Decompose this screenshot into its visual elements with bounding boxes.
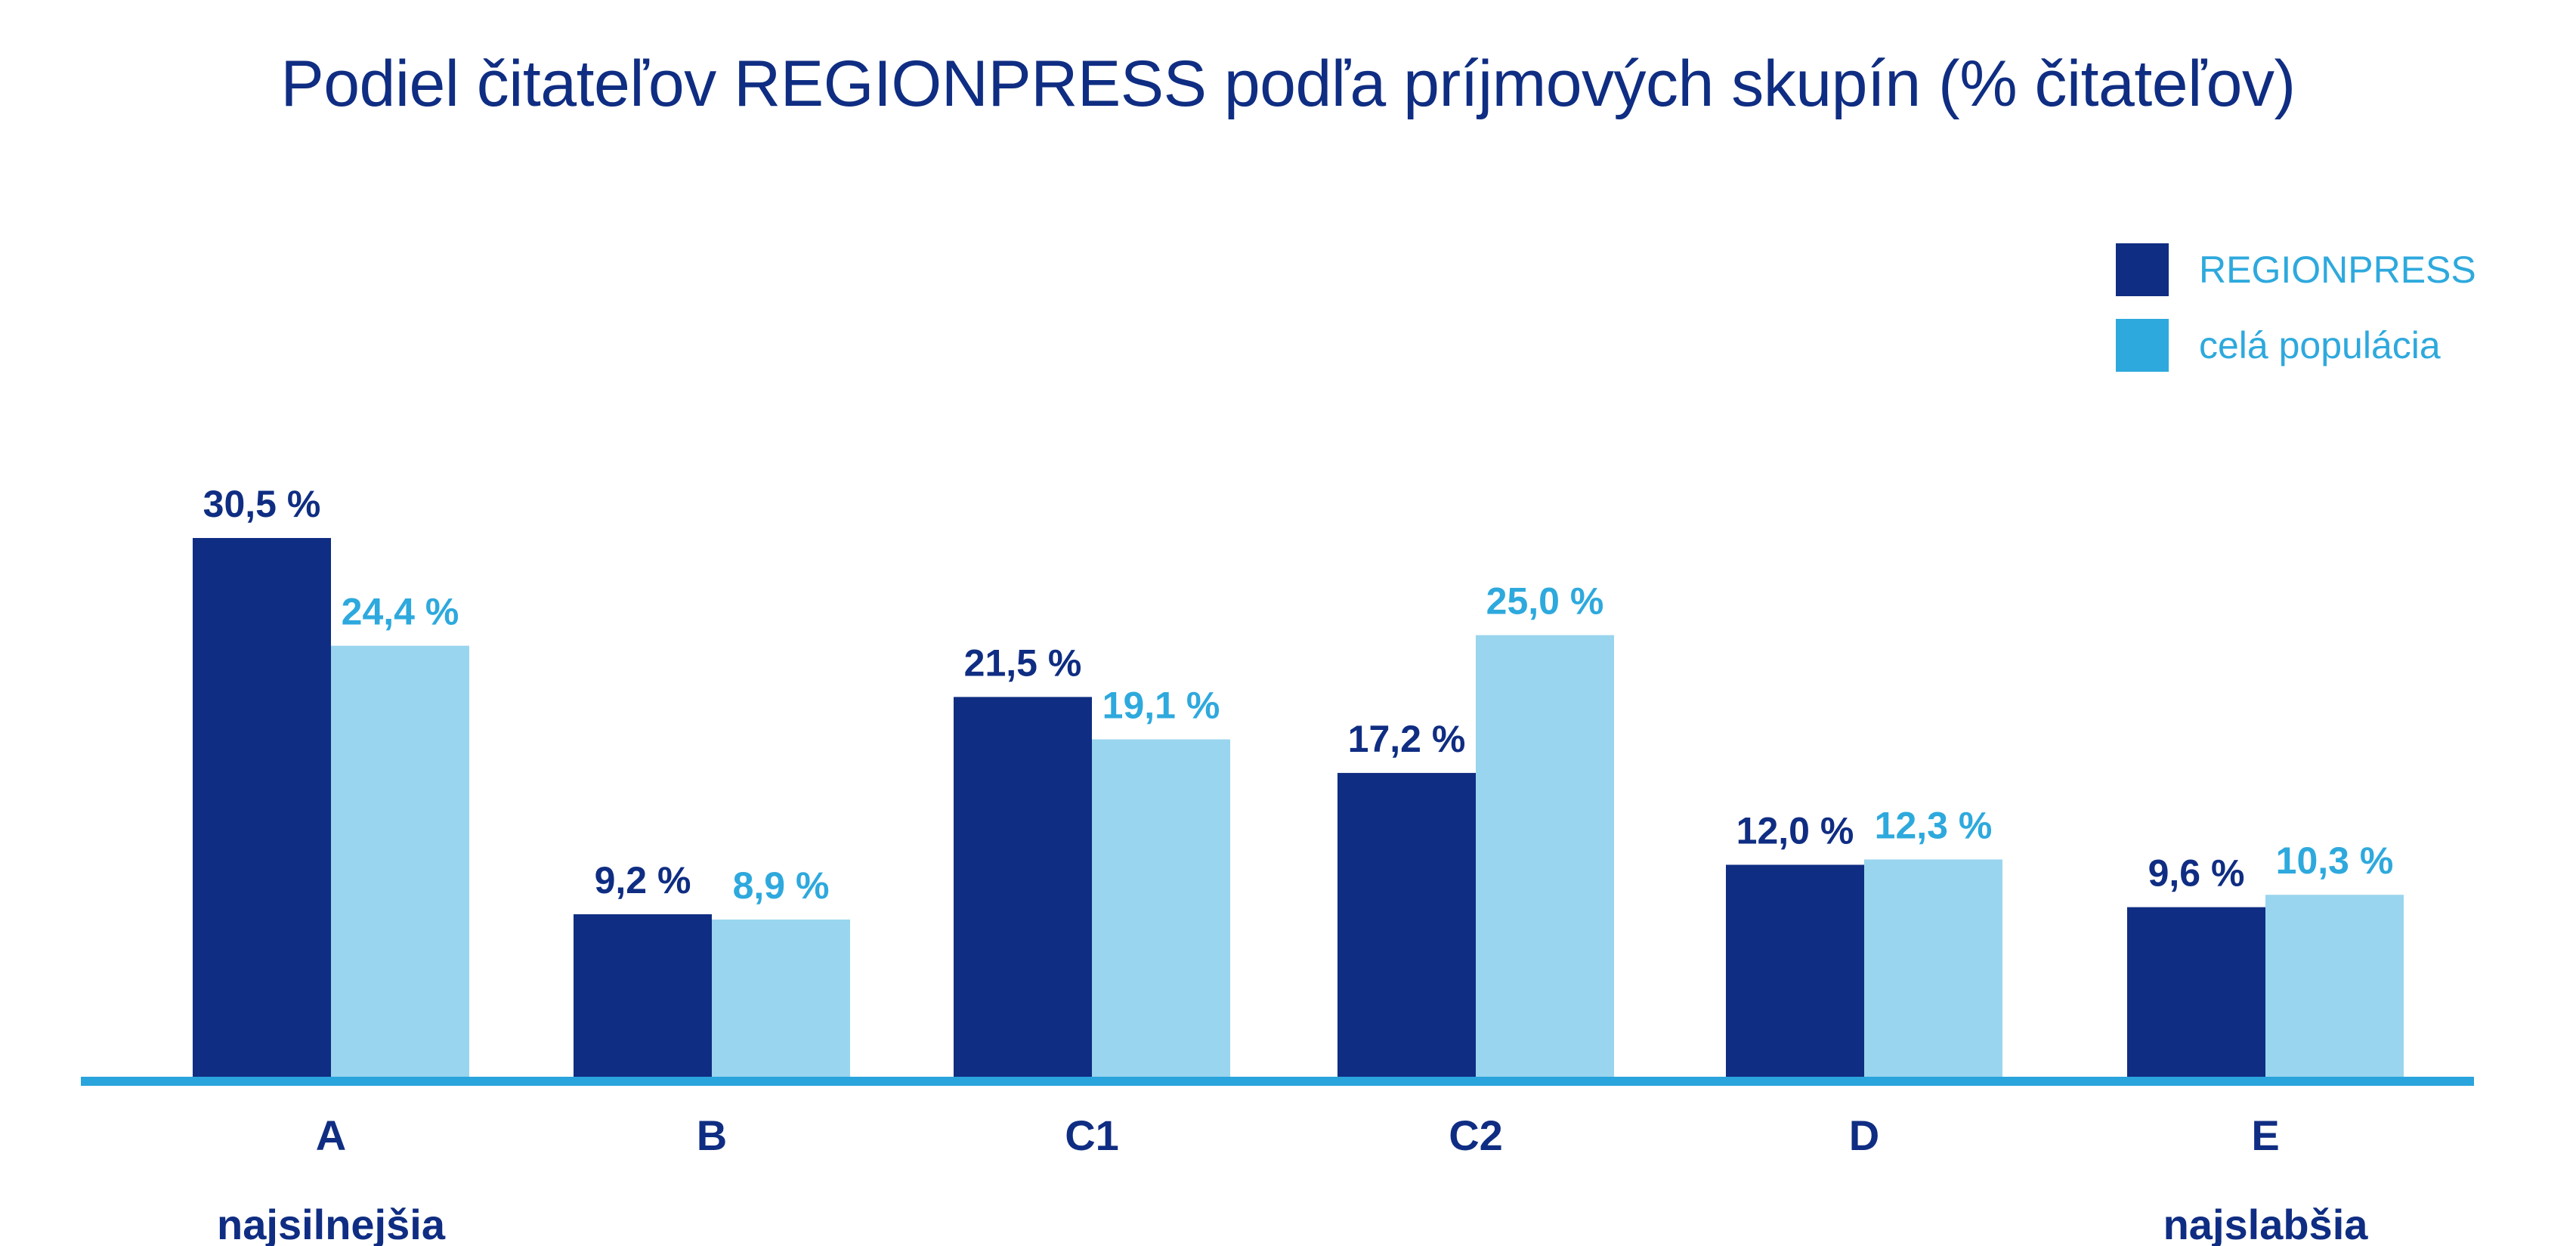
data-label-cela-populacia-d: 12,3 % bbox=[1875, 804, 1993, 846]
data-label-cela-populacia-c1: 19,1 % bbox=[1102, 684, 1220, 726]
bar-cela-populacia-c1 bbox=[1092, 739, 1230, 1077]
data-label-cela-populacia-b: 8,9 % bbox=[733, 864, 830, 907]
bar-regionpress-b bbox=[574, 914, 712, 1077]
bar-regionpress-d bbox=[1726, 864, 1864, 1077]
bar-regionpress-c1 bbox=[954, 697, 1092, 1077]
chart-title: Podiel čitateľov REGIONPRESS podľa príjm… bbox=[280, 48, 2296, 120]
category-note-e: najslabšia bbox=[2163, 1201, 2369, 1246]
category-note-a: najsilnejšia bbox=[217, 1201, 446, 1246]
legend-item-cela-populacia: celá populácia bbox=[2116, 319, 2476, 372]
x-tick-label-c1: C1 bbox=[1065, 1112, 1119, 1159]
legend: REGIONPRESS celá populácia bbox=[2116, 243, 2476, 394]
bar-regionpress-c2 bbox=[1337, 772, 1476, 1077]
x-tick-label-a: A bbox=[316, 1112, 346, 1159]
data-label-cela-populacia-e: 10,3 % bbox=[2276, 839, 2394, 882]
bar-cela-populacia-a bbox=[331, 645, 469, 1077]
bar-cela-populacia-d bbox=[1864, 859, 2002, 1077]
bar-cela-populacia-b bbox=[712, 919, 850, 1077]
legend-label-cela-populacia: celá populácia bbox=[2199, 324, 2441, 366]
bar-cela-populacia-e bbox=[2265, 895, 2404, 1077]
x-tick-label-c2: C2 bbox=[1449, 1112, 1503, 1159]
data-label-regionpress-c1: 21,5 % bbox=[964, 642, 1082, 684]
data-label-regionpress-d: 12,0 % bbox=[1736, 809, 1854, 852]
bar-regionpress-a bbox=[193, 538, 331, 1077]
data-label-cela-populacia-a: 24,4 % bbox=[342, 591, 459, 633]
x-axis-line bbox=[81, 1077, 2474, 1086]
data-label-regionpress-a: 30,5 % bbox=[203, 483, 321, 525]
x-tick-label-e: E bbox=[2251, 1112, 2279, 1159]
x-tick-label-d: D bbox=[1849, 1112, 1879, 1159]
bar-regionpress-e bbox=[2127, 907, 2265, 1077]
data-label-cela-populacia-c2: 25,0 % bbox=[1486, 580, 1604, 623]
bar-cela-populacia-c2 bbox=[1476, 635, 1614, 1077]
legend-item-regionpress: REGIONPRESS bbox=[2116, 243, 2476, 296]
x-tick-label-b: B bbox=[697, 1112, 727, 1159]
data-label-regionpress-c2: 17,2 % bbox=[1348, 718, 1466, 760]
legend-swatch-regionpress bbox=[2116, 243, 2169, 296]
legend-label-regionpress: REGIONPRESS bbox=[2199, 249, 2476, 291]
legend-swatch-cela-populacia bbox=[2116, 319, 2169, 372]
data-label-regionpress-e: 9,6 % bbox=[2148, 852, 2245, 895]
data-label-regionpress-b: 9,2 % bbox=[595, 859, 691, 901]
